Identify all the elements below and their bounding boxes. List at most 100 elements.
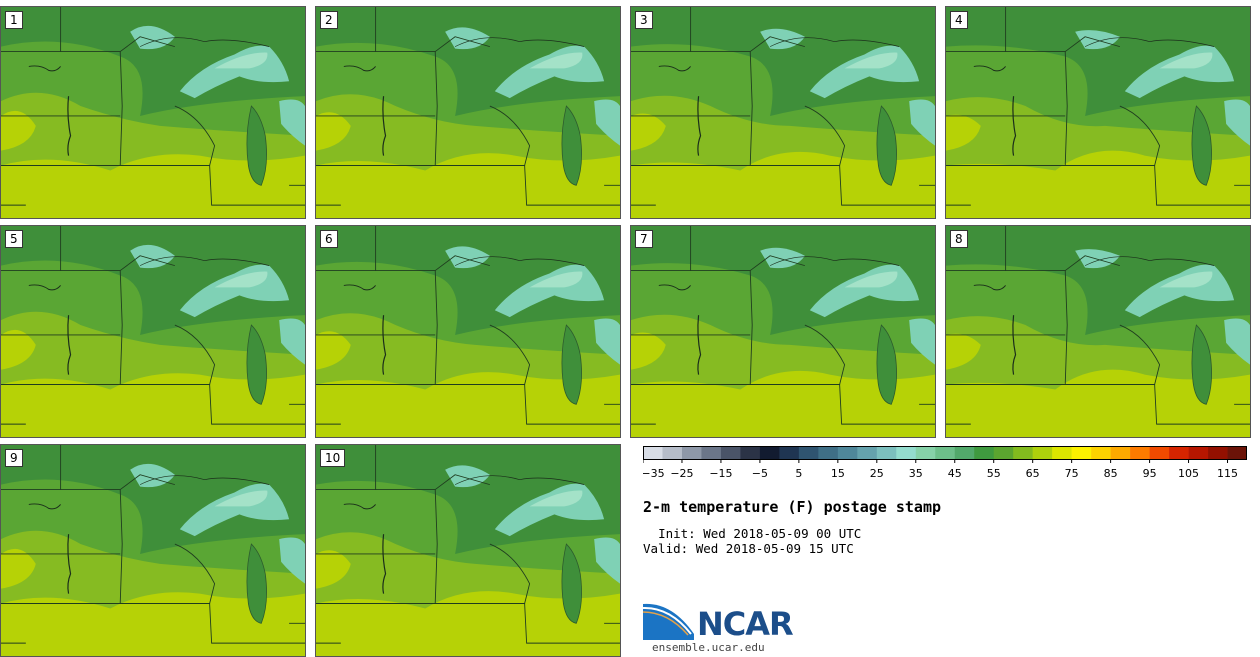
- river-line: [28, 65, 61, 72]
- colorbar-bin: [1149, 446, 1170, 460]
- lake-superior-shade: [844, 52, 898, 69]
- member-panel: 7: [630, 225, 936, 438]
- river-line: [973, 284, 1006, 291]
- temperature-map: [946, 7, 1250, 218]
- lake-michigan: [561, 324, 582, 405]
- colorbar-bin: [876, 446, 897, 460]
- state-border: [750, 165, 935, 206]
- colorbar-tick-label: −15: [709, 467, 732, 480]
- colorbar-tick-label: 45: [948, 467, 962, 480]
- temperature-band: [946, 150, 1250, 218]
- colorbar-bin: [1091, 446, 1111, 460]
- state-border: [489, 105, 531, 166]
- river-line: [697, 96, 702, 156]
- member-label: 8: [950, 230, 968, 248]
- colorbar-bin: [643, 446, 663, 460]
- state-border: [174, 105, 216, 166]
- state-border: [631, 51, 753, 166]
- temperature-band: [1, 110, 36, 151]
- shoreline: [1084, 256, 1215, 266]
- temperature-band: [1, 548, 36, 589]
- lake-huron: [279, 99, 305, 146]
- temperature-band: [316, 591, 620, 656]
- lake-michigan: [1191, 105, 1212, 186]
- init-time: Wed 2018-05-09 00 UTC: [703, 526, 862, 541]
- temperature-band: [1, 592, 305, 656]
- temperature-band: [631, 151, 935, 218]
- state-border: [435, 384, 620, 425]
- state-border: [946, 270, 1068, 385]
- state-border: [1119, 105, 1161, 166]
- colorbar-bin: [1130, 446, 1150, 460]
- temperature-band: [316, 112, 351, 151]
- member-label: 6: [320, 230, 338, 248]
- lake-huron: [594, 318, 620, 365]
- state-border: [1, 270, 123, 385]
- member-label: 7: [635, 230, 653, 248]
- temperature-band: [946, 333, 981, 370]
- colorbar-legend: −35 −25 −15 −5 5 15 25 35 45 55 65 75 85 95 105 115: [643, 446, 1247, 480]
- lake-superior-shade: [214, 490, 268, 507]
- river-line: [343, 65, 376, 72]
- state-border: [749, 255, 805, 271]
- state-border: [435, 165, 620, 206]
- lake-michigan: [561, 105, 582, 186]
- river-line: [1012, 96, 1017, 156]
- lake-superior-shade: [844, 271, 898, 288]
- river-line: [67, 96, 72, 156]
- colorbar-bin: [740, 446, 761, 460]
- temperature-map: [316, 445, 620, 656]
- lake-huron: [279, 318, 305, 365]
- colorbar-tick-label: −5: [752, 467, 768, 480]
- member-panel: 5: [0, 225, 306, 438]
- colorbar-tick-label: 95: [1143, 467, 1157, 480]
- state-border: [174, 324, 216, 385]
- colorbar-bin: [1227, 446, 1247, 460]
- colorbar-tick-label: 15: [831, 467, 845, 480]
- lake-michigan: [876, 105, 897, 186]
- temperature-band: [316, 372, 620, 437]
- river-line: [28, 503, 61, 510]
- lake-huron: [1224, 318, 1250, 365]
- valid-time-row: Valid: Wed 2018-05-09 15 UTC: [643, 541, 854, 556]
- cool-patch: [1075, 30, 1120, 50]
- member-label: 10: [320, 449, 346, 467]
- temperature-map: [1, 7, 305, 218]
- colorbar-bin: [915, 446, 936, 460]
- colorbar-bin: [896, 446, 917, 460]
- river-line: [67, 315, 72, 375]
- lake-michigan: [1191, 324, 1212, 405]
- temperature-band: [631, 332, 666, 370]
- state-border: [1, 51, 123, 166]
- colorbar-bin: [837, 446, 858, 460]
- colorbar-bin: [1208, 446, 1228, 460]
- lake-superior-shade: [214, 271, 268, 288]
- state-border: [434, 36, 490, 52]
- shoreline: [769, 256, 900, 266]
- state-border: [1119, 324, 1161, 385]
- colorbar-tick-label: 35: [909, 467, 923, 480]
- member-panel: 6: [315, 225, 621, 438]
- member-label: 1: [5, 11, 23, 29]
- river-line: [382, 96, 387, 156]
- member-label: 2: [320, 11, 338, 29]
- colorbar-bin: [720, 446, 741, 460]
- colorbar-tick-label: 25: [870, 467, 884, 480]
- colorbar-tick-label: −25: [670, 467, 693, 480]
- state-border: [174, 543, 216, 604]
- state-border: [434, 474, 490, 490]
- temperature-band: [316, 153, 620, 218]
- member-label: 4: [950, 11, 968, 29]
- colorbar-bin: [857, 446, 878, 460]
- temperature-map: [1, 226, 305, 437]
- shoreline: [454, 37, 585, 47]
- temperature-band: [1, 154, 305, 218]
- member-label: 3: [635, 11, 653, 29]
- lake-huron: [594, 99, 620, 146]
- river-line: [658, 284, 691, 291]
- state-border: [750, 384, 935, 425]
- lake-michigan: [246, 324, 267, 405]
- state-border: [804, 105, 846, 166]
- state-border: [489, 324, 531, 385]
- temperature-band: [316, 550, 351, 589]
